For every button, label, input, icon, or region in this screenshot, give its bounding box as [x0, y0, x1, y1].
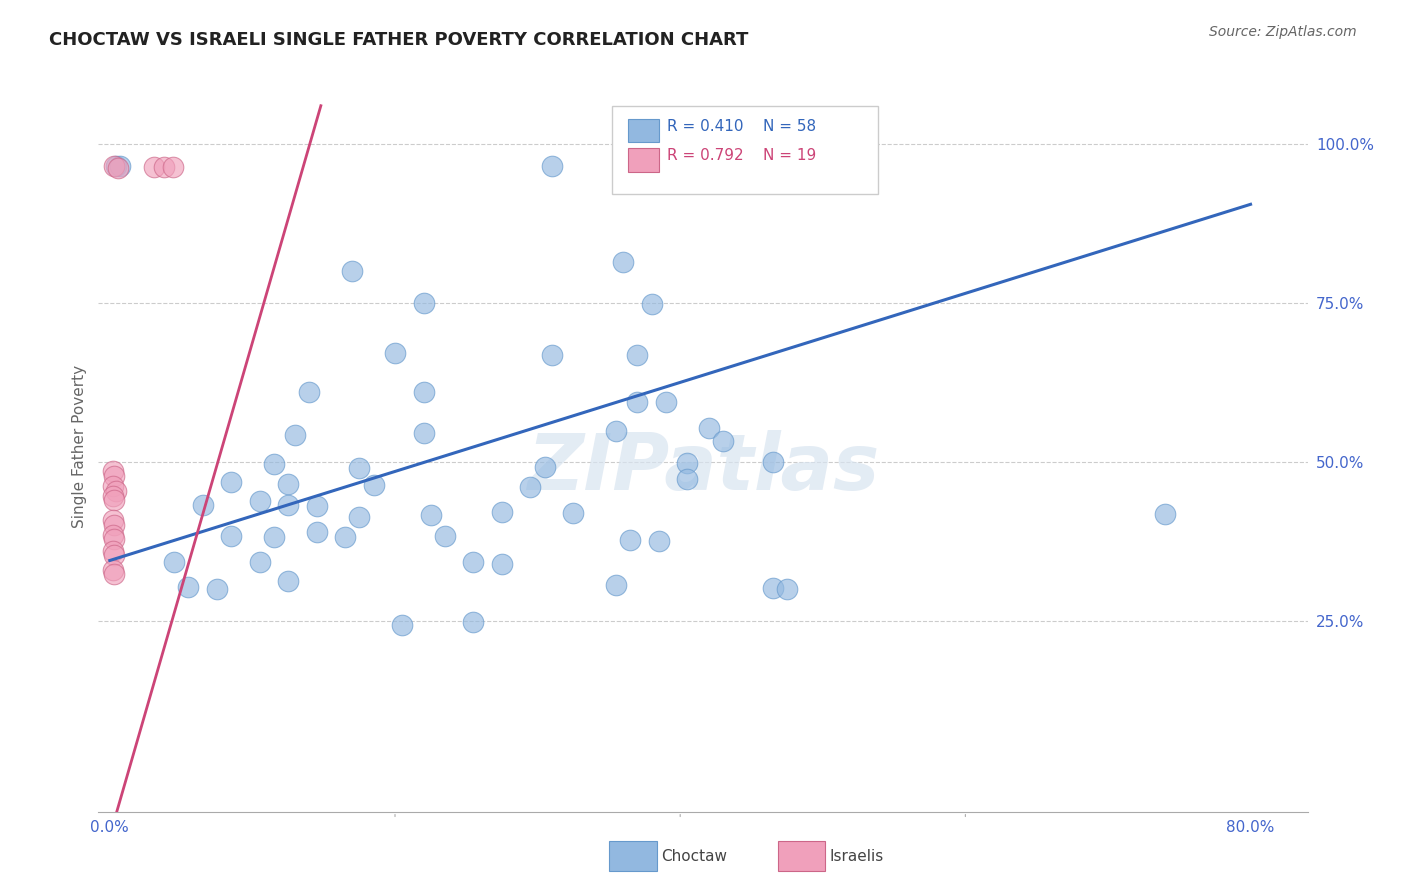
Point	[219, 475, 242, 490]
Point	[103, 517, 125, 532]
Point	[305, 524, 328, 539]
Point	[101, 513, 124, 527]
Point	[626, 395, 648, 409]
Text: N = 58: N = 58	[763, 119, 817, 134]
Text: N = 19: N = 19	[763, 148, 817, 163]
Point	[655, 395, 678, 409]
Point	[626, 348, 648, 362]
Point	[640, 159, 662, 173]
Point	[762, 455, 785, 469]
Point	[491, 504, 513, 518]
Point	[676, 456, 699, 470]
Point	[776, 582, 799, 596]
Point	[349, 461, 371, 475]
Point	[263, 530, 285, 544]
Point	[433, 529, 456, 543]
Point	[463, 555, 485, 569]
Point	[101, 465, 124, 479]
Point	[349, 510, 371, 524]
Text: ZIPatlas: ZIPatlas	[527, 430, 879, 506]
Point	[162, 160, 184, 174]
Point	[463, 615, 485, 630]
Point	[277, 498, 299, 512]
Point	[533, 460, 555, 475]
Point	[711, 434, 734, 448]
Point	[519, 480, 541, 494]
FancyBboxPatch shape	[628, 148, 659, 171]
Point	[676, 472, 699, 486]
Point	[605, 425, 627, 439]
FancyBboxPatch shape	[628, 119, 659, 143]
Point	[342, 264, 364, 278]
Point	[619, 533, 641, 548]
Point	[103, 493, 125, 508]
Point	[697, 421, 720, 435]
Point	[107, 161, 129, 175]
Point	[605, 577, 627, 591]
Point	[1154, 507, 1177, 521]
Point	[541, 159, 564, 173]
Point	[103, 469, 125, 483]
Point	[640, 297, 662, 311]
Point	[103, 567, 125, 582]
Point	[562, 506, 585, 520]
Point	[104, 159, 127, 173]
Point	[412, 384, 434, 399]
Point	[541, 348, 564, 362]
Point	[298, 384, 321, 399]
Point	[101, 528, 124, 542]
Point	[263, 457, 285, 471]
Text: R = 0.792: R = 0.792	[666, 148, 744, 163]
Point	[103, 549, 125, 563]
Point	[101, 479, 124, 493]
Point	[101, 544, 124, 558]
Point	[249, 555, 271, 569]
FancyBboxPatch shape	[613, 106, 879, 194]
Text: Choctaw: Choctaw	[661, 849, 727, 863]
Point	[177, 580, 200, 594]
Point	[419, 508, 441, 522]
Point	[363, 478, 385, 492]
Point	[108, 159, 131, 173]
Point	[153, 161, 176, 175]
Point	[101, 563, 124, 577]
Point	[384, 345, 406, 359]
Point	[412, 296, 434, 310]
Point	[104, 483, 127, 498]
Point	[284, 427, 307, 442]
Point	[277, 574, 299, 589]
Point	[103, 533, 125, 547]
Point	[648, 534, 671, 549]
Point	[333, 530, 356, 544]
Text: Source: ZipAtlas.com: Source: ZipAtlas.com	[1209, 25, 1357, 39]
Point	[143, 160, 166, 174]
Point	[163, 555, 186, 569]
Point	[305, 500, 328, 514]
Point	[491, 557, 513, 571]
Point	[762, 581, 785, 595]
Point	[191, 498, 214, 512]
Text: CHOCTAW VS ISRAELI SINGLE FATHER POVERTY CORRELATION CHART: CHOCTAW VS ISRAELI SINGLE FATHER POVERTY…	[49, 31, 748, 49]
Point	[205, 582, 228, 596]
Text: R = 0.410: R = 0.410	[666, 119, 744, 134]
Text: Israelis: Israelis	[830, 849, 884, 863]
Point	[391, 618, 413, 632]
Point	[277, 477, 299, 491]
Point	[412, 426, 434, 441]
Point	[219, 529, 242, 543]
Point	[612, 254, 634, 268]
Point	[249, 494, 271, 508]
Point	[101, 489, 124, 503]
Y-axis label: Single Father Poverty: Single Father Poverty	[72, 365, 87, 527]
Point	[103, 159, 125, 173]
